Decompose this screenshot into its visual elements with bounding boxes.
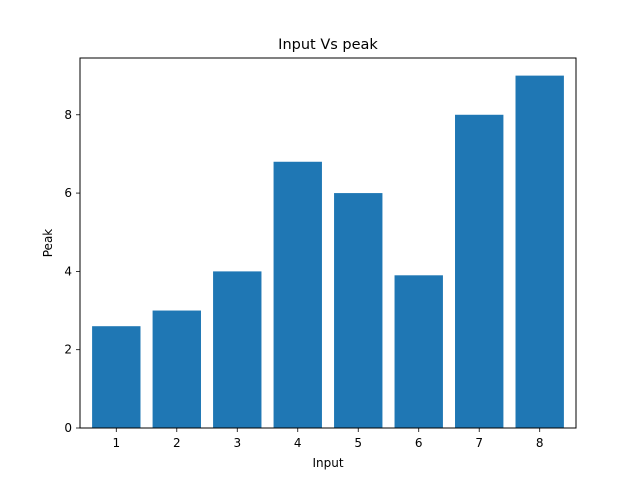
plot-area-frame (79, 57, 577, 429)
y-tick-label: 6 (64, 186, 72, 200)
x-tick-label: 6 (415, 436, 423, 450)
chart-title: Input Vs peak (278, 37, 378, 53)
y-tick-label: 0 (64, 421, 72, 435)
x-tick-label: 1 (112, 436, 120, 450)
bar-1 (92, 326, 141, 428)
x-axis-ticks: 1 2 3 4 5 6 7 8 (112, 428, 544, 450)
bar-2 (152, 310, 201, 428)
bar-6 (394, 275, 443, 428)
y-axis-ticks: 0 2 4 6 8 (64, 108, 80, 435)
x-tick-label: 2 (173, 436, 181, 450)
y-tick-label: 2 (64, 343, 72, 357)
bar-5 (334, 193, 383, 428)
x-tick-label: 7 (475, 436, 483, 450)
bar-8 (515, 75, 564, 429)
bar-4 (273, 161, 322, 428)
x-axis-label: Input (312, 456, 343, 470)
x-tick-label: 8 (536, 436, 544, 450)
bars-group (92, 75, 564, 429)
bar-7 (455, 114, 504, 429)
x-tick-label: 3 (233, 436, 241, 450)
x-tick-label: 5 (354, 436, 362, 450)
y-axis-label: Peak (41, 229, 55, 258)
x-tick-label: 4 (294, 436, 302, 450)
bar-3 (213, 271, 262, 428)
y-tick-label: 8 (64, 108, 72, 122)
y-tick-label: 4 (64, 264, 72, 278)
